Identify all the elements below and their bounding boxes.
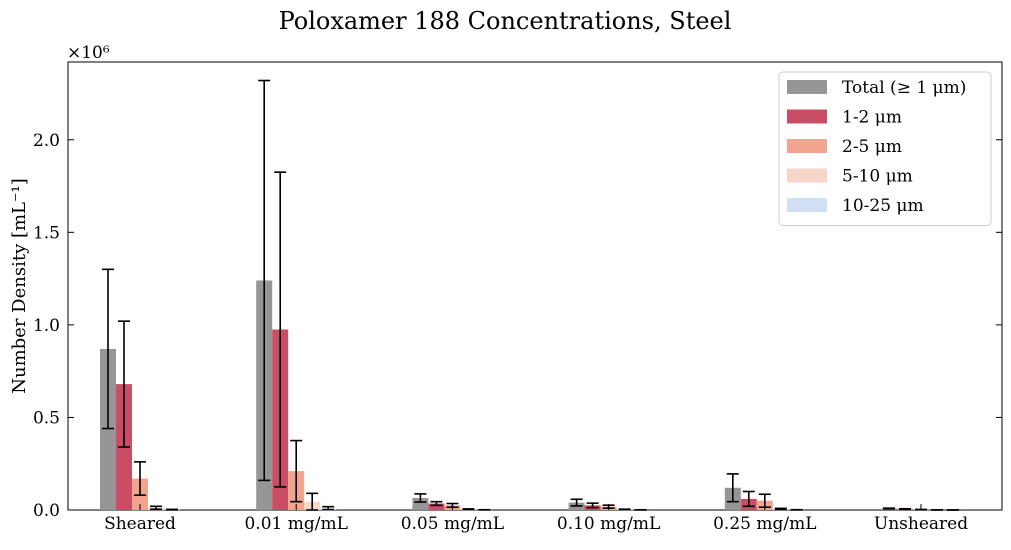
x-tick-label: Unsheared <box>874 514 968 534</box>
y-tick-label: 0.0 <box>33 501 60 521</box>
x-tick-label: 0.01 mg/mL <box>244 514 347 534</box>
y-tick-label: 0.5 <box>33 408 60 428</box>
legend-label: Total (≥ 1 μm) <box>842 78 966 98</box>
y-tick-label: 1.5 <box>33 223 60 243</box>
legend-swatch <box>787 139 827 153</box>
x-tick-label: 0.25 mg/mL <box>713 514 816 534</box>
chart-title: Poloxamer 188 Concentrations, Steel <box>279 7 732 35</box>
y-tick-label: 1.0 <box>33 316 60 336</box>
legend-swatch <box>787 169 827 183</box>
y-axis-label: Number Density [mL⁻¹] <box>9 178 30 394</box>
legend-swatch <box>787 80 827 94</box>
x-tick-label: 0.10 mg/mL <box>557 514 660 534</box>
y-scale-label: ×10⁶ <box>67 43 110 63</box>
legend-label: 10-25 μm <box>842 196 924 216</box>
legend-swatch <box>787 110 827 124</box>
legend: Total (≥ 1 μm) 1-2 μm 2-5 μm 5-10 μm 10-25 μ… <box>779 72 991 226</box>
legend-label: 5-10 μm <box>842 167 913 187</box>
legend-swatch <box>787 198 827 212</box>
y-tick-label: 2.0 <box>33 131 60 151</box>
legend-label: 2-5 μm <box>842 137 902 157</box>
legend-label: 1-2 μm <box>842 108 902 128</box>
bars-layer <box>100 280 961 510</box>
x-tick-label: 0.05 mg/mL <box>401 514 504 534</box>
x-tick-label: Sheared <box>104 514 176 534</box>
